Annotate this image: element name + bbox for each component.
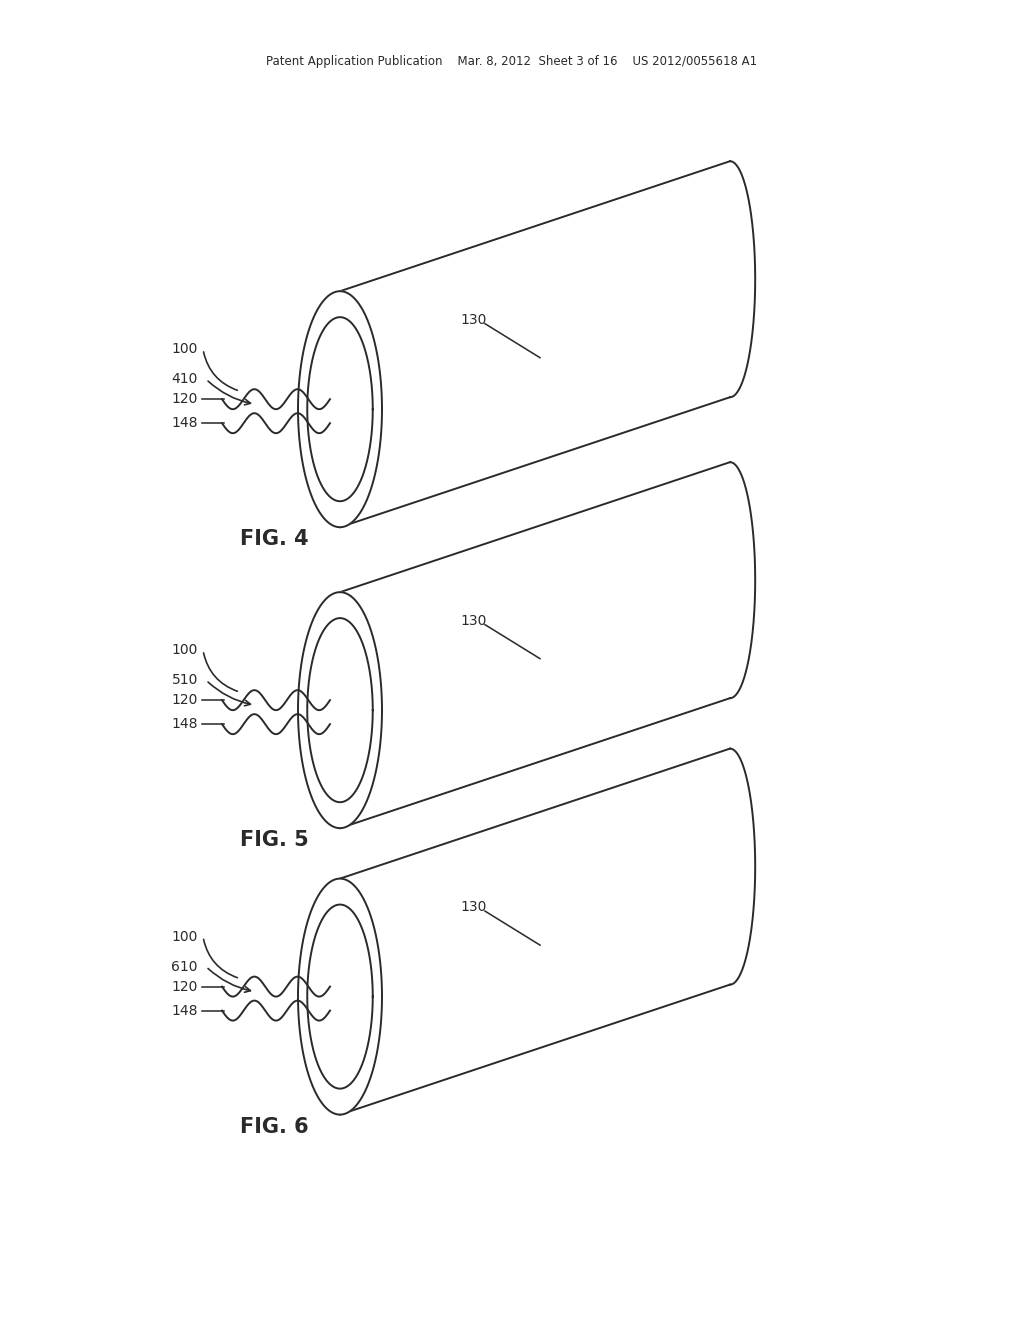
Polygon shape bbox=[340, 462, 730, 828]
Polygon shape bbox=[298, 292, 382, 527]
Polygon shape bbox=[298, 593, 382, 828]
Text: 148: 148 bbox=[171, 717, 198, 731]
Text: FIG. 4: FIG. 4 bbox=[240, 529, 308, 549]
Text: 510: 510 bbox=[172, 673, 198, 688]
Polygon shape bbox=[340, 748, 730, 1114]
Text: 410: 410 bbox=[172, 372, 198, 387]
Text: 148: 148 bbox=[171, 1003, 198, 1018]
Polygon shape bbox=[307, 904, 373, 1089]
Polygon shape bbox=[298, 879, 382, 1114]
Text: 610: 610 bbox=[171, 960, 198, 974]
Text: 148: 148 bbox=[171, 416, 198, 430]
Text: 100: 100 bbox=[172, 929, 198, 944]
Polygon shape bbox=[307, 618, 373, 803]
Text: 120: 120 bbox=[172, 392, 198, 407]
Text: 130: 130 bbox=[460, 313, 486, 327]
Polygon shape bbox=[730, 462, 755, 698]
Text: 120: 120 bbox=[172, 979, 198, 994]
Text: 120: 120 bbox=[172, 693, 198, 708]
Polygon shape bbox=[307, 317, 373, 502]
Polygon shape bbox=[730, 161, 755, 397]
Text: 100: 100 bbox=[172, 342, 198, 356]
Text: FIG. 5: FIG. 5 bbox=[240, 830, 309, 850]
Polygon shape bbox=[730, 748, 755, 985]
Text: Patent Application Publication    Mar. 8, 2012  Sheet 3 of 16    US 2012/0055618: Patent Application Publication Mar. 8, 2… bbox=[266, 55, 758, 69]
Text: 130: 130 bbox=[460, 614, 486, 628]
Text: FIG. 6: FIG. 6 bbox=[240, 1117, 308, 1137]
Text: 100: 100 bbox=[172, 643, 198, 657]
Polygon shape bbox=[340, 161, 730, 527]
Text: 130: 130 bbox=[460, 900, 486, 913]
